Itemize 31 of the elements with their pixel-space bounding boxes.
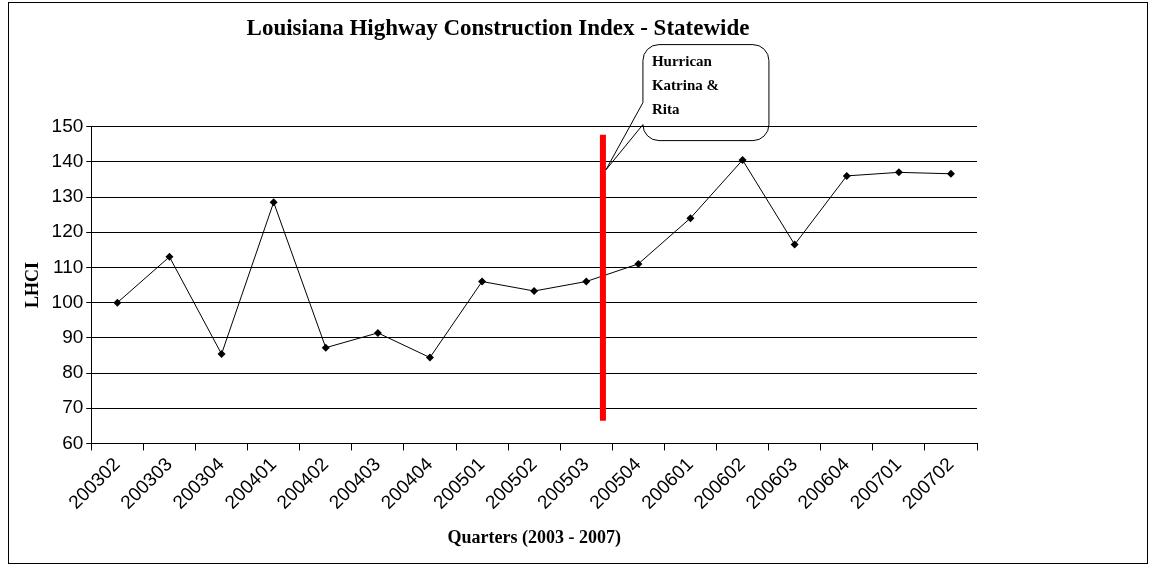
point: [478, 277, 487, 286]
y-tick-label: 80: [62, 361, 84, 383]
point: [373, 328, 382, 337]
y-tick-label: 90: [62, 326, 84, 348]
y-tick-label: 120: [51, 220, 84, 242]
y-axis-title: LHCI: [22, 262, 43, 309]
y-tick-label: 60: [62, 431, 84, 453]
point: [582, 277, 591, 286]
y-tick-label: 140: [51, 150, 84, 172]
y-tick-label: 70: [62, 396, 84, 418]
text: Hurrican Katrina & Rita: [651, 52, 719, 117]
point: [269, 198, 278, 207]
y-tick-label: 130: [51, 185, 84, 207]
point: [425, 353, 434, 362]
point: [738, 156, 747, 165]
point: [165, 252, 174, 261]
point: [321, 343, 330, 352]
y-tick-label: 110: [53, 255, 84, 277]
y-tick-label: 150: [51, 114, 84, 136]
chart-title: Louisiana Highway Construction Index - Statewide: [246, 14, 750, 40]
point: [530, 287, 539, 296]
point: [634, 259, 643, 268]
point: [686, 214, 695, 223]
point: [790, 240, 799, 249]
point: [946, 169, 955, 178]
point: [894, 168, 903, 177]
y-tick-label: 100: [51, 290, 84, 312]
point: [217, 350, 226, 359]
point: [842, 171, 851, 180]
point: [113, 298, 122, 307]
x-axis-title: Quarters (2003 - 2007): [447, 526, 621, 548]
